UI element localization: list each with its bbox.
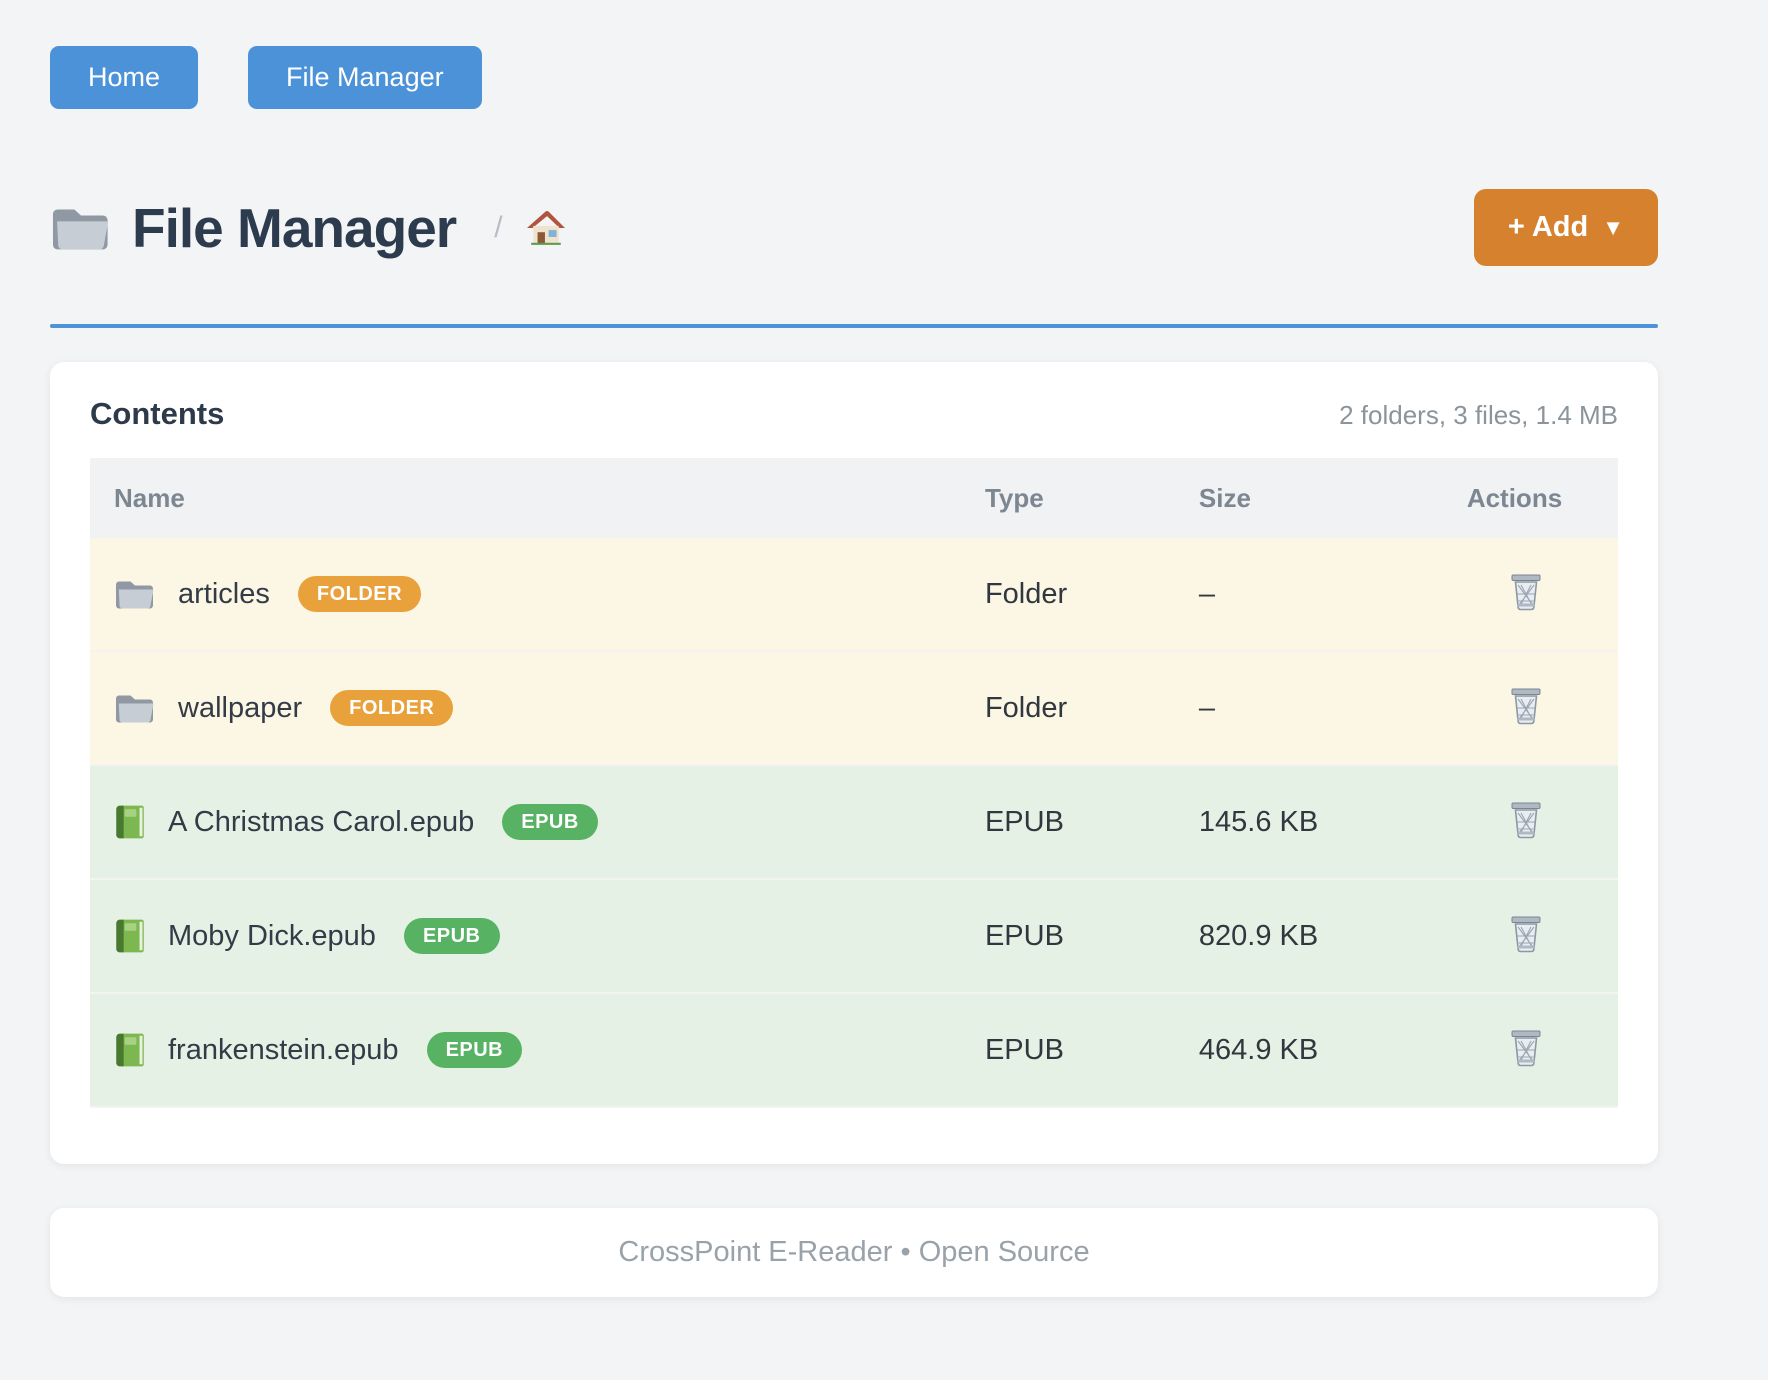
file-table: Name Type Size Actions — [90, 458, 1618, 1108]
type-badge: EPUB — [403, 918, 500, 954]
nav-file-manager-button[interactable]: File Manager — [248, 46, 482, 109]
table-row[interactable]: Moby Dick.epub EPUB EPUB 820.9 KB — [90, 879, 1618, 993]
delete-button[interactable] — [1504, 568, 1548, 616]
name-cell: frankenstein.epub EPUB — [114, 994, 945, 1106]
size-cell: – — [1198, 577, 1216, 610]
table-row[interactable]: frankenstein.epub EPUB EPUB 464.9 KB — [90, 993, 1618, 1107]
add-button[interactable]: + Add ▼ — [1473, 189, 1658, 266]
delete-button[interactable] — [1504, 1024, 1548, 1072]
title-wrap: File Manager / — [50, 196, 565, 260]
type-cell: EPUB — [984, 1033, 1064, 1066]
table-row[interactable]: A Christmas Carol.epub EPUB EPUB 145.6 K… — [90, 765, 1618, 879]
folder-icon — [114, 577, 156, 611]
column-header-actions: Actions — [1466, 482, 1563, 513]
book-icon — [114, 918, 146, 954]
column-header-name: Name — [114, 482, 185, 513]
folder-icon — [114, 691, 156, 725]
contents-card-head: Contents 2 folders, 3 files, 1.4 MB — [90, 396, 1618, 432]
file-name[interactable]: articles — [178, 577, 270, 610]
footer-text: CrossPoint E-Reader • Open Source — [618, 1236, 1090, 1268]
caret-down-icon: ▼ — [1602, 214, 1624, 240]
breadcrumb-separator: / — [494, 210, 503, 244]
type-badge: FOLDER — [330, 690, 454, 726]
add-button-label: + Add — [1507, 211, 1589, 243]
book-icon — [114, 1032, 146, 1068]
folder-icon — [50, 202, 112, 254]
type-badge: EPUB — [426, 1032, 523, 1068]
file-name[interactable]: Moby Dick.epub — [168, 919, 376, 952]
trash-icon — [1508, 572, 1544, 612]
page-title: File Manager — [132, 196, 457, 259]
size-cell: 145.6 KB — [1198, 805, 1319, 838]
table-header-row: Name Type Size Actions — [90, 458, 1618, 538]
column-header-size: Size — [1198, 482, 1251, 513]
header-rule — [50, 324, 1658, 328]
trash-icon — [1508, 800, 1544, 840]
file-name[interactable]: A Christmas Carol.epub — [168, 805, 475, 838]
name-cell: A Christmas Carol.epub EPUB — [114, 766, 945, 878]
type-badge: EPUB — [502, 804, 598, 840]
trash-icon — [1508, 1028, 1544, 1068]
trash-icon — [1508, 686, 1544, 726]
size-cell: 464.9 KB — [1198, 1033, 1319, 1066]
delete-button[interactable] — [1504, 682, 1548, 730]
column-header-type: Type — [984, 482, 1044, 513]
house-icon[interactable] — [526, 210, 565, 246]
type-cell: EPUB — [984, 919, 1064, 952]
contents-title: Contents — [90, 396, 225, 431]
name-cell: Moby Dick.epub EPUB — [114, 880, 945, 992]
table-row[interactable]: wallpaper FOLDER Folder – — [90, 651, 1618, 765]
trash-icon — [1508, 914, 1544, 954]
type-cell: Folder — [984, 577, 1068, 610]
top-nav: Home File Manager — [50, 0, 1658, 109]
delete-button[interactable] — [1504, 910, 1548, 958]
delete-button[interactable] — [1504, 796, 1548, 844]
name-cell: articles FOLDER — [114, 538, 945, 650]
type-badge: FOLDER — [297, 576, 422, 612]
page: Home File Manager File Manager / — [50, 0, 1658, 1297]
type-cell: Folder — [984, 691, 1068, 724]
contents-summary: 2 folders, 3 files, 1.4 MB — [1339, 400, 1618, 430]
file-name[interactable]: frankenstein.epub — [168, 1033, 399, 1066]
nav-home-button[interactable]: Home — [50, 46, 199, 109]
file-table-body: articles FOLDER Folder – — [90, 538, 1618, 1107]
size-cell: 820.9 KB — [1198, 919, 1319, 952]
size-cell: – — [1198, 691, 1216, 724]
page-header: File Manager / + Add ▼ — [50, 189, 1658, 266]
contents-card: Contents 2 folders, 3 files, 1.4 MB Name… — [50, 362, 1658, 1164]
footer: CrossPoint E-Reader • Open Source — [50, 1208, 1658, 1297]
name-cell: wallpaper FOLDER — [114, 652, 945, 764]
type-cell: EPUB — [984, 805, 1064, 838]
table-row[interactable]: articles FOLDER Folder – — [90, 538, 1618, 651]
file-name[interactable]: wallpaper — [178, 691, 303, 724]
book-icon — [114, 804, 146, 840]
